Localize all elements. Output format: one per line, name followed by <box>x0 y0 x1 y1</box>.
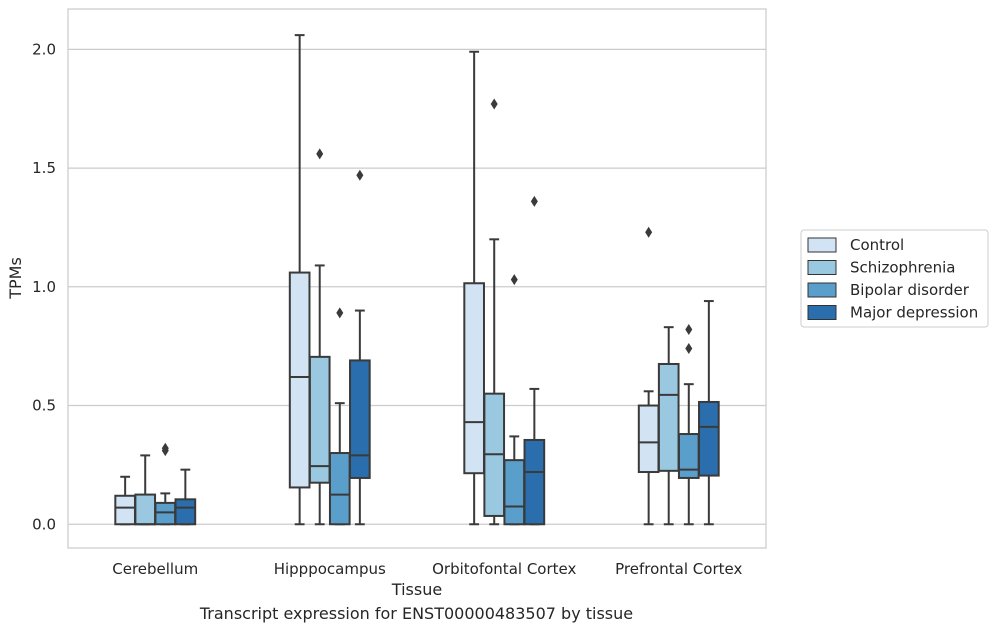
outlier-point <box>356 169 364 181</box>
legend-swatch <box>807 282 837 298</box>
outlier-point <box>316 148 324 160</box>
box-iqr <box>134 493 157 526</box>
box-iqr <box>657 362 680 472</box>
box-iqr <box>328 452 351 526</box>
outlier-point <box>490 98 498 110</box>
y-tick-label: 0.5 <box>32 397 56 415</box>
box-iqr <box>463 282 485 475</box>
y-tick-label: 0.0 <box>32 515 56 533</box>
outlier-point <box>510 274 518 286</box>
legend-swatch <box>807 305 837 320</box>
box-iqr <box>637 404 660 474</box>
box-iqr <box>288 271 311 489</box>
box-iqr <box>114 494 136 526</box>
box-bipolar-disorder <box>503 274 526 526</box>
outlier-point <box>530 195 538 207</box>
x-tick-label: Cerebellum <box>112 560 198 578</box>
box-major-depression <box>349 169 371 526</box>
box-iqr <box>523 438 546 526</box>
box-control <box>637 226 660 526</box>
box-iqr <box>308 355 331 484</box>
box-major-depression <box>698 300 720 526</box>
outlier-point <box>336 307 344 319</box>
box-series <box>114 34 720 526</box>
y-tick-label: 2.0 <box>32 40 56 58</box>
x-tick-label: Hipppocampus <box>274 560 386 578</box>
legend-label: Major depression <box>850 304 978 322</box>
legend-label: Control <box>850 236 904 254</box>
legend-label: Bipolar disorder <box>850 281 970 299</box>
outlier-point <box>161 442 169 454</box>
legend-swatch <box>807 260 837 275</box>
box-iqr <box>698 400 720 477</box>
y-tick-label: 1.0 <box>32 278 56 296</box>
box-bipolar-disorder <box>154 442 177 526</box>
y-tick-label: 1.5 <box>32 159 56 177</box>
box-major-depression <box>523 195 546 526</box>
box-iqr <box>349 359 371 479</box>
box-schizophrenia <box>134 454 157 526</box>
box-iqr <box>154 501 177 526</box>
box-schizophrenia <box>483 98 506 526</box>
box-bipolar-disorder <box>677 324 700 526</box>
outlier-point <box>685 343 693 355</box>
legend-swatch <box>807 237 837 253</box>
box-control <box>288 34 311 526</box>
x-tick-labels: Cerebellum Hipppocampus Orbitofontal Corte… <box>112 560 742 578</box>
legend-frame <box>800 229 989 328</box>
box-iqr <box>503 459 526 526</box>
y-tick-labels: 0.0 0.5 1.0 1.5 2.0 <box>32 40 56 533</box>
box-control <box>114 475 136 526</box>
outlier-point <box>685 324 693 336</box>
outlier-point <box>645 226 653 238</box>
x-tick-label: Orbitofontal Cortex <box>432 560 576 578</box>
box-major-depression <box>174 468 197 526</box>
box-bipolar-disorder <box>328 307 351 526</box>
y-axis-title: TPMs <box>6 257 25 300</box>
figure-caption: Transcript expression for ENST0000048350… <box>199 604 634 623</box>
legend-label: Schizophrenia <box>850 259 955 277</box>
box-control <box>463 50 485 526</box>
plot-area-frame <box>67 8 767 549</box>
legend: Control Schizophrenia Bipolar disorder Majo… <box>800 229 989 328</box>
x-tick-label: Prefrontal Cortex <box>615 560 742 578</box>
legend-items: Control Schizophrenia Bipolar disorder Majo… <box>807 236 978 322</box>
box-iqr <box>677 433 700 479</box>
box-iqr <box>174 498 197 526</box>
box-schizophrenia <box>308 148 331 526</box>
box-schizophrenia <box>657 326 680 526</box>
x-axis-title: Tissue <box>391 580 442 599</box>
